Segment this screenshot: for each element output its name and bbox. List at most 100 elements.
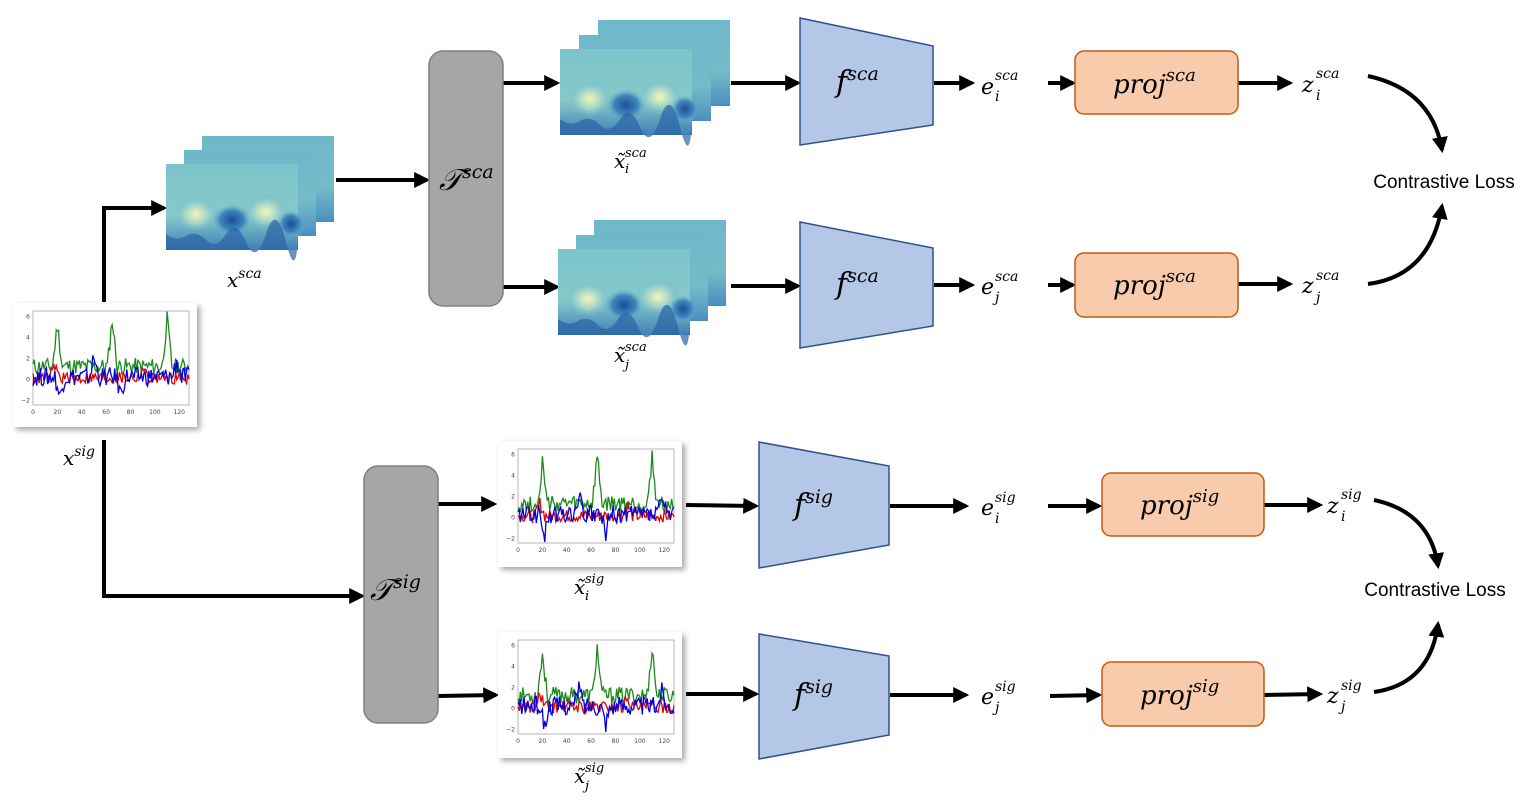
plot-x-tick: 60 bbox=[587, 547, 595, 554]
plot-x-tick: 120 bbox=[174, 409, 186, 416]
svg-text:j: j bbox=[582, 779, 589, 794]
view-i-scalogram-stack bbox=[560, 20, 730, 146]
svg-text:sig: sig bbox=[995, 679, 1016, 695]
plot-x-tick: 40 bbox=[563, 738, 571, 745]
plot-y-tick: 4 bbox=[511, 473, 515, 480]
svg-text:z: z bbox=[1301, 274, 1314, 299]
proj-sig-bottom bbox=[1101, 661, 1265, 727]
arrow-ej-to-proj-sig bbox=[1049, 687, 1103, 704]
series-blue-line bbox=[517, 492, 675, 543]
svg-text:sig: sig bbox=[1341, 678, 1362, 694]
encoder-sig-bottom bbox=[758, 633, 890, 760]
plot-x-tick: 20 bbox=[539, 547, 547, 554]
label-transform-sca: 𝒯sca bbox=[439, 161, 494, 198]
plot-x-tick: 120 bbox=[659, 547, 671, 554]
plot-y-tick: 0 bbox=[511, 705, 515, 712]
plot-x-tick: 100 bbox=[634, 547, 646, 554]
plot-y-tick: 6 bbox=[26, 314, 30, 321]
svg-text:sca: sca bbox=[995, 269, 1018, 285]
proj-sig-top bbox=[1101, 472, 1265, 537]
svg-text:i: i bbox=[625, 162, 629, 177]
label-contrastive-loss-top: Contrastive Loss bbox=[1373, 172, 1515, 193]
plot-frame bbox=[32, 310, 190, 406]
svg-text:x̃: x̃ bbox=[574, 764, 586, 788]
view-j-scalogram-stack bbox=[558, 220, 726, 346]
label-emb-j-sig: e sig j bbox=[981, 679, 1016, 716]
label-out-j-sig: z sig j bbox=[1326, 678, 1362, 715]
plot-y-tick: 4 bbox=[511, 664, 515, 671]
svg-text:e: e bbox=[981, 496, 994, 521]
svg-text:i: i bbox=[995, 89, 999, 105]
svg-text:i: i bbox=[1316, 88, 1320, 104]
plot-x-tick: 40 bbox=[78, 409, 86, 416]
plot-x-tick: 60 bbox=[102, 409, 110, 416]
label-contrastive-loss-bottom: Contrastive Loss bbox=[1364, 580, 1506, 601]
plot-y-tick: 0 bbox=[511, 514, 515, 521]
plot-x-tick: 100 bbox=[634, 738, 646, 745]
arrow-zj-to-loss-bottom bbox=[1373, 620, 1445, 694]
plot-x-tick: 120 bbox=[659, 738, 671, 745]
label-proj-sca-bottom: projsca bbox=[1113, 266, 1196, 301]
plot-y-tick: 4 bbox=[26, 335, 30, 342]
encoder-sca-top bbox=[799, 17, 934, 146]
series-green-line bbox=[32, 311, 190, 376]
plot-x-tick: 80 bbox=[127, 409, 135, 416]
svg-text:sca: sca bbox=[625, 340, 647, 355]
svg-text:sig: sig bbox=[1341, 487, 1362, 503]
label-emb-i-sca: e sca i bbox=[981, 68, 1018, 105]
series-blue-line bbox=[32, 355, 190, 396]
arrow-zi-to-loss-top bbox=[1367, 74, 1448, 154]
svg-text:j: j bbox=[622, 358, 629, 373]
label-proj-sig-bottom: projsig bbox=[1140, 676, 1219, 711]
svg-text:i: i bbox=[585, 589, 589, 604]
arrow-tsig-to-view-j bbox=[437, 687, 500, 704]
svg-text:x̃: x̃ bbox=[614, 149, 626, 173]
transform-sig-box bbox=[363, 465, 439, 724]
svg-text:i: i bbox=[1341, 509, 1345, 525]
plot-y-tick: −2 bbox=[506, 535, 515, 542]
svg-text:e: e bbox=[981, 275, 994, 300]
svg-text:x̃: x̃ bbox=[574, 575, 586, 599]
plot-y-tick: −2 bbox=[21, 397, 30, 404]
plot-x-tick: 20 bbox=[539, 738, 547, 745]
arrow-proj-sig-to-zj bbox=[1263, 686, 1324, 703]
plot-x-tick: 100 bbox=[149, 409, 161, 416]
plot-frame bbox=[517, 448, 675, 544]
series-green-line bbox=[517, 450, 675, 514]
plot-y-tick: 2 bbox=[26, 356, 30, 363]
svg-text:sig: sig bbox=[995, 490, 1016, 506]
transform-sca-box bbox=[428, 50, 504, 307]
plot-x-tick: 40 bbox=[563, 547, 571, 554]
svg-text:j: j bbox=[992, 700, 1000, 716]
plot-x-tick: 0 bbox=[31, 409, 35, 416]
svg-text:sca: sca bbox=[625, 146, 647, 161]
svg-text:sig: sig bbox=[585, 761, 604, 776]
arrow-view-i-to-fsig bbox=[685, 497, 760, 514]
svg-text:j: j bbox=[1313, 290, 1321, 306]
label-proj-sca-top: projsca bbox=[1113, 65, 1196, 100]
plot-y-tick: 2 bbox=[511, 685, 515, 692]
label-emb-i-sig: e sig i bbox=[981, 490, 1016, 527]
label-out-i-sig: z sig i bbox=[1326, 487, 1362, 525]
label-x-sca: xsca bbox=[227, 266, 262, 292]
plot-y-tick: −2 bbox=[506, 726, 515, 733]
label-out-i-sca: z sca i bbox=[1301, 66, 1339, 104]
plot-x-tick: 60 bbox=[587, 738, 595, 745]
svg-text:z: z bbox=[1326, 684, 1339, 709]
plot-y-tick: 2 bbox=[511, 494, 515, 501]
svg-text:z: z bbox=[1301, 73, 1314, 98]
series-blue-line bbox=[517, 681, 675, 732]
input-scalogram-stack bbox=[166, 136, 334, 261]
svg-text:j: j bbox=[1338, 699, 1346, 715]
svg-text:e: e bbox=[981, 685, 994, 710]
series-green-line bbox=[517, 644, 675, 706]
label-view-i-sig: x̃ sig i bbox=[574, 572, 604, 604]
label-view-i-sca: x̃ sca i bbox=[614, 146, 647, 177]
plot-x-tick: 80 bbox=[612, 547, 620, 554]
plot-y-tick: 6 bbox=[511, 452, 515, 459]
plot-y-tick: 6 bbox=[511, 643, 515, 650]
plot-frame bbox=[517, 639, 675, 735]
